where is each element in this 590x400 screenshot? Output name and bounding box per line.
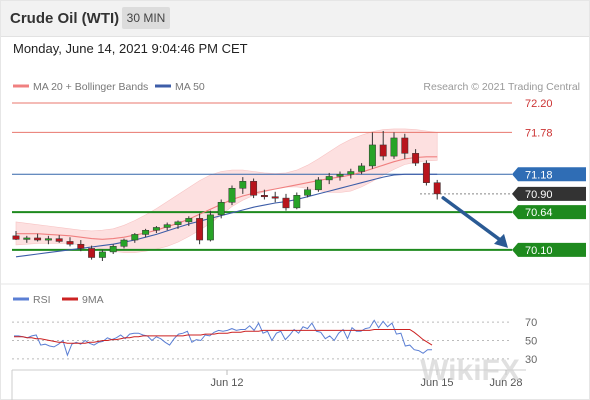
ma50-legend-label: MA 50 [175, 81, 205, 93]
candle-body [271, 196, 279, 199]
candle-body [314, 179, 322, 190]
candle-body [358, 165, 366, 172]
candle-body [217, 202, 225, 216]
level-label: 70.10 [525, 245, 553, 257]
level-tag-support [512, 205, 586, 220]
candle-body [250, 181, 258, 196]
candle-body [368, 144, 376, 167]
x-tick-label: Jun 12 [210, 377, 243, 389]
candle-body [433, 182, 441, 195]
ma9-line [14, 329, 433, 346]
rsi-tick-label: 70 [525, 317, 537, 329]
candle-body [77, 243, 85, 249]
candle-body [163, 224, 171, 228]
rsi-series [14, 319, 433, 357]
candle-body [282, 197, 290, 209]
candlesticks [12, 130, 441, 262]
level-label: 71.18 [525, 169, 553, 181]
candle-body [422, 162, 430, 183]
candle-body [412, 153, 420, 164]
x-tick-label: Jun 15 [420, 377, 453, 389]
candle-body [293, 195, 301, 209]
ma20-legend-label: MA 20 + Bollinger Bands [33, 81, 148, 93]
candle-body [55, 238, 63, 242]
candle-body [196, 218, 204, 241]
rsi-gridlines: 70 50 30 [12, 317, 537, 366]
candle-body [44, 238, 52, 241]
candle-body [228, 188, 236, 203]
candle-body [390, 137, 398, 157]
x-axis-ticks: Jun 12 Jun 15 Jun 28 [210, 370, 523, 389]
level-label: 70.90 [525, 189, 553, 201]
level-tag-pivot [512, 167, 586, 182]
candle-body [174, 221, 182, 225]
candle-body [185, 218, 193, 223]
level-label: 72.20 [525, 98, 553, 110]
candle-body [131, 234, 139, 241]
candle-body [336, 174, 344, 177]
price-level-labels: 72.20 71.78 71.18 70.90 70.64 70.10 [512, 98, 586, 257]
candle-body [12, 235, 20, 240]
candle-body [304, 189, 312, 196]
forecast-arrow [441, 196, 508, 248]
rsi-tick-label: 30 [525, 354, 537, 366]
ma20-line [16, 156, 438, 240]
candle-body [109, 246, 117, 253]
watermark-logo: WikiFX [420, 354, 520, 387]
level-label: 70.64 [525, 207, 553, 219]
level-label: 71.78 [525, 127, 553, 139]
candle-body [347, 171, 355, 175]
candle-body [379, 144, 387, 157]
level-tag-current [512, 186, 586, 201]
research-credit: Research © 2021 Trading Central [423, 81, 580, 93]
ma50-line [15, 173, 438, 258]
candle-body [206, 214, 214, 241]
candle-body [325, 176, 333, 181]
x-tick-label: Jun 28 [489, 377, 522, 389]
candle-body [88, 248, 96, 258]
forecast-arrow-shaft [441, 196, 502, 242]
rsi-tick-label: 50 [525, 336, 537, 348]
candle-body [260, 195, 268, 198]
forecast-arrow-head [494, 233, 508, 248]
candle-body [152, 227, 160, 231]
candle-body [401, 137, 409, 154]
candle-body [120, 239, 128, 247]
chart-datetime: Monday, June 14, 2021 9:04:46 PM CET [13, 41, 248, 56]
moving-averages [15, 156, 438, 258]
price-levels [12, 102, 512, 251]
level-tag-support [512, 242, 586, 257]
chart-header: Crude Oil (WTI) 30 MIN [0, 0, 590, 37]
ma9-legend-label: 9MA [82, 294, 104, 306]
candle-body [142, 229, 150, 235]
candle-body [23, 237, 31, 240]
rsi-legend-label: RSI [33, 294, 51, 306]
rsi-line [14, 319, 432, 357]
candle-body [98, 251, 106, 258]
candle-body [239, 181, 247, 189]
instrument-title: Crude Oil (WTI) [10, 10, 120, 27]
candle-body [66, 241, 74, 245]
timeframe-badge[interactable]: 30 MIN [122, 7, 170, 29]
candle-body [34, 237, 42, 241]
